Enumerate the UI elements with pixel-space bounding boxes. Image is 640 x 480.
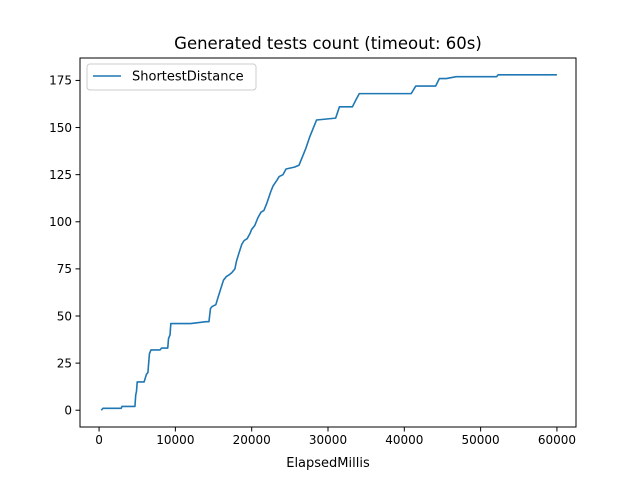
y-tick-label: 50 xyxy=(57,309,72,323)
y-tick-label: 75 xyxy=(57,262,72,276)
x-tick-label: 40000 xyxy=(385,433,423,447)
x-tick-label: 0 xyxy=(95,433,103,447)
y-tick-label: 150 xyxy=(49,121,72,135)
x-tick-label: 20000 xyxy=(233,433,271,447)
y-tick-label: 125 xyxy=(49,168,72,182)
x-tick-label: 30000 xyxy=(309,433,347,447)
y-tick-label: 25 xyxy=(57,356,72,370)
legend-label: ShortestDistance xyxy=(132,70,244,85)
series-line-0 xyxy=(100,73,557,411)
y-tick-label: 100 xyxy=(49,215,72,229)
chart-title: Generated tests count (timeout: 60s) xyxy=(174,34,482,53)
y-tick-label: 0 xyxy=(64,404,72,418)
legend-box xyxy=(86,63,257,91)
legend: ShortestDistance xyxy=(86,63,257,91)
axes-frame xyxy=(79,57,577,428)
x-axis-label: ElapsedMillis xyxy=(286,456,370,471)
x-tick-label: 50000 xyxy=(462,433,500,447)
x-tick-label: 10000 xyxy=(156,433,194,447)
plot-area: 0 10000 20000 30000 40000 50000 60000 0 25 50 75 10… xyxy=(49,57,577,447)
y-tick-label: 175 xyxy=(49,74,72,88)
x-tick-label: 60000 xyxy=(538,433,576,447)
